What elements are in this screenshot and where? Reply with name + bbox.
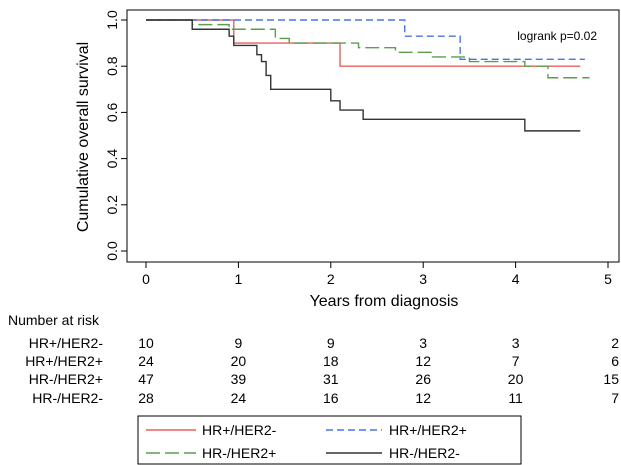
y-tick-label: 0.2 xyxy=(104,195,120,215)
y-tick-label: 0.4 xyxy=(104,149,120,169)
x-axis-label: Years from diagnosis xyxy=(310,293,459,310)
risk-value: 24 xyxy=(138,353,154,369)
risk-row-label: HR+/HER2+ xyxy=(25,353,103,369)
y-axis-label: Cumulative overall survival xyxy=(75,42,92,232)
risk-value: 11 xyxy=(508,390,523,406)
y-tick-label: 0.0 xyxy=(104,241,120,261)
risk-value: 12 xyxy=(415,353,431,369)
survival-curves xyxy=(146,19,590,132)
legend-box xyxy=(137,415,522,465)
risk-value: 9 xyxy=(327,335,335,351)
risk-value: 20 xyxy=(508,371,524,387)
risk-value: 7 xyxy=(512,353,520,369)
series-line-3 xyxy=(146,19,590,79)
x-tick-label: 0 xyxy=(142,271,150,287)
x-tick-label: 2 xyxy=(327,271,335,287)
risk-table-title: Number at risk xyxy=(8,312,100,328)
risk-value: 2 xyxy=(611,335,619,351)
risk-value: 6 xyxy=(611,353,619,369)
legend-label-4: HR-/HER2- xyxy=(389,445,460,461)
risk-value: 3 xyxy=(419,335,427,351)
risk-value: 18 xyxy=(323,353,339,369)
legend: HR+/HER2- HR+/HER2+ HR-/HER2+ HR-/HER2- xyxy=(137,415,522,465)
risk-value: 31 xyxy=(323,371,339,387)
logrank-annotation: logrank p=0.02 xyxy=(517,29,597,43)
risk-value: 28 xyxy=(138,390,154,406)
risk-value: 20 xyxy=(231,353,247,369)
legend-label-3: HR-/HER2+ xyxy=(202,445,276,461)
y-tick-label: 0.6 xyxy=(104,102,120,122)
risk-value: 10 xyxy=(138,335,154,351)
risk-value: 3 xyxy=(512,335,520,351)
risk-value: 12 xyxy=(415,390,431,406)
legend-label-1: HR+/HER2- xyxy=(202,422,277,438)
risk-value: 7 xyxy=(611,390,619,406)
risk-value: 15 xyxy=(603,371,619,387)
x-tick-label: 4 xyxy=(512,271,520,287)
y-tick-label: 1.0 xyxy=(104,10,120,30)
y-tick-label: 0.8 xyxy=(104,56,120,76)
axes: 0 1 2 3 4 5 0.0 0.2 0.4 0.6 0.8 1.0 xyxy=(104,9,620,287)
series-line-4 xyxy=(146,19,581,132)
x-tick-label: 5 xyxy=(604,271,612,287)
risk-value: 16 xyxy=(323,390,339,406)
risk-row-label: HR-/HER2- xyxy=(32,390,103,406)
plot-frame xyxy=(126,9,620,263)
risk-row-label: HR+/HER2- xyxy=(29,335,104,351)
risk-table: HR+/HER2- 10 9 9 3 3 2 HR+/HER2+ 24 20 18 12 7 6 HR-/H… xyxy=(25,335,619,406)
x-tick-label: 1 xyxy=(235,271,243,287)
risk-row-label: HR-/HER2+ xyxy=(29,371,103,387)
risk-value: 24 xyxy=(231,390,247,406)
risk-value: 9 xyxy=(235,335,243,351)
risk-value: 47 xyxy=(138,371,154,387)
risk-value: 39 xyxy=(231,371,247,387)
risk-value: 26 xyxy=(415,371,431,387)
series-line-1 xyxy=(146,19,581,67)
legend-label-2: HR+/HER2+ xyxy=(389,422,467,438)
series-line-2 xyxy=(146,19,585,60)
x-tick-label: 3 xyxy=(419,271,427,287)
